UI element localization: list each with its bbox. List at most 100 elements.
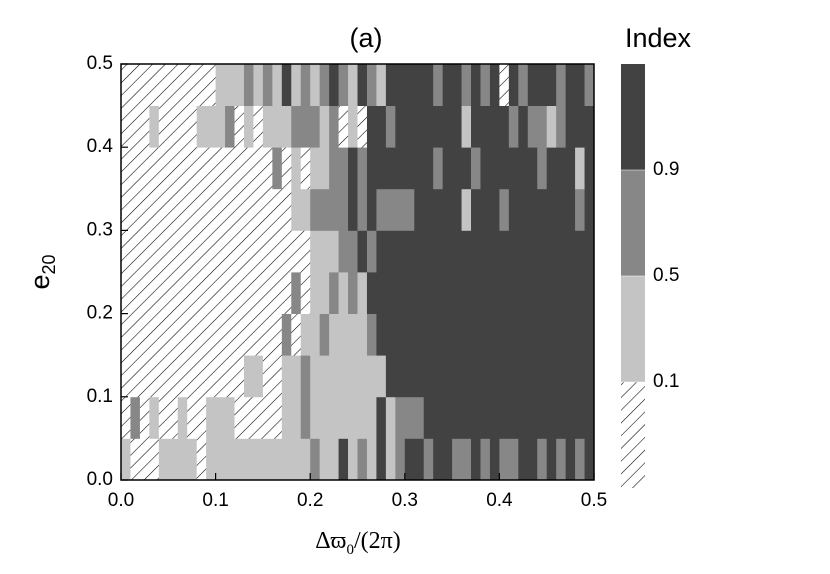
heatmap-cell bbox=[546, 105, 557, 148]
heatmap-cell bbox=[319, 64, 330, 106]
heatmap-cell bbox=[272, 188, 283, 231]
heatmap-cell bbox=[546, 355, 557, 398]
heatmap-cell bbox=[452, 355, 462, 398]
heatmap-cell bbox=[139, 188, 150, 231]
heatmap-cell bbox=[225, 438, 235, 481]
heatmap-cell bbox=[121, 147, 131, 190]
heatmap-cell bbox=[348, 355, 358, 398]
heatmap-cell bbox=[499, 105, 510, 148]
heatmap-cell bbox=[508, 105, 519, 148]
heatmap-cell bbox=[527, 438, 538, 481]
heatmap-cell bbox=[414, 272, 425, 314]
heatmap-cell bbox=[234, 64, 245, 106]
heatmap-cell bbox=[518, 313, 529, 356]
heatmap-cell bbox=[556, 438, 567, 481]
heatmap-cell bbox=[556, 313, 567, 356]
heatmap-cell bbox=[366, 313, 377, 356]
heatmap-cell bbox=[338, 188, 349, 231]
heatmap-cell bbox=[291, 313, 302, 356]
heatmap-cell bbox=[158, 313, 169, 356]
heatmap-cell bbox=[215, 147, 226, 190]
heatmap-cell bbox=[508, 147, 519, 190]
heatmap-cell bbox=[489, 438, 500, 481]
heatmap-cell bbox=[338, 272, 349, 314]
heatmap-cell bbox=[518, 355, 529, 398]
heatmap-cell bbox=[272, 64, 283, 106]
heatmap-cell bbox=[404, 230, 415, 273]
colorbar-tick-label: 0.9 bbox=[653, 159, 679, 180]
heatmap-cell bbox=[121, 438, 131, 481]
heatmap-cell bbox=[414, 396, 425, 439]
heatmap-cell bbox=[329, 105, 339, 148]
heatmap-cell bbox=[471, 272, 481, 314]
x-tick-label: 0.2 bbox=[297, 490, 323, 511]
heatmap-cell bbox=[291, 230, 302, 273]
colorbar-segment bbox=[621, 276, 645, 382]
heatmap-cell bbox=[338, 438, 349, 481]
heatmap-cell bbox=[508, 272, 519, 314]
heatmap-cell bbox=[300, 438, 311, 481]
heatmap-cell bbox=[556, 272, 567, 314]
heatmap-cell bbox=[366, 64, 377, 106]
heatmap-cell bbox=[357, 355, 368, 398]
heatmap-cell bbox=[584, 272, 595, 314]
heatmap-cell bbox=[243, 230, 254, 273]
heatmap-cell bbox=[253, 64, 264, 106]
heatmap-cell bbox=[565, 438, 576, 481]
heatmap-cell bbox=[348, 188, 358, 231]
heatmap-cell bbox=[187, 313, 198, 356]
heatmap-cell bbox=[395, 230, 406, 273]
heatmap-cell bbox=[310, 188, 321, 231]
heatmap-cell bbox=[329, 64, 339, 106]
heatmap-cell bbox=[357, 438, 368, 481]
heatmap-cell bbox=[518, 64, 529, 106]
heatmap-cell bbox=[575, 396, 585, 439]
heatmap-cell bbox=[499, 188, 510, 231]
heatmap-cell bbox=[329, 313, 339, 356]
heatmap-cell bbox=[480, 147, 491, 190]
heatmap-cell bbox=[575, 230, 585, 273]
heatmap-cell bbox=[158, 105, 169, 148]
heatmap-cell bbox=[366, 272, 377, 314]
heatmap-cell bbox=[423, 188, 434, 231]
colorbar-tick-label: 0.5 bbox=[653, 265, 679, 286]
heatmap-cell bbox=[442, 147, 453, 190]
heatmap-cell bbox=[215, 313, 226, 356]
heatmap-cell bbox=[196, 438, 207, 481]
heatmap-cell bbox=[149, 438, 160, 481]
heatmap-cell bbox=[452, 147, 462, 190]
chart-title: (a) bbox=[350, 23, 383, 53]
heatmap-cell bbox=[139, 438, 150, 481]
heatmap-cell bbox=[121, 230, 131, 273]
heatmap-cell bbox=[527, 355, 538, 398]
heatmap-cell bbox=[177, 272, 188, 314]
heatmap-cell bbox=[546, 313, 557, 356]
y-tick-label: 0.1 bbox=[87, 386, 113, 407]
heatmap-cell bbox=[575, 313, 585, 356]
heatmap-cell bbox=[348, 396, 358, 439]
heatmap-cell bbox=[177, 64, 188, 106]
heatmap-cell bbox=[471, 147, 481, 190]
heatmap-cell bbox=[348, 438, 358, 481]
x-label-sub: 0 bbox=[346, 542, 354, 558]
heatmap-cell bbox=[215, 188, 226, 231]
heatmap-cell bbox=[281, 272, 292, 314]
heatmap-cell bbox=[471, 105, 481, 148]
heatmap-cell bbox=[480, 396, 491, 439]
x-tick-label: 0.0 bbox=[108, 490, 134, 511]
heatmap-cell bbox=[499, 438, 510, 481]
heatmap-cell bbox=[300, 313, 311, 356]
colorbar-title: Index bbox=[625, 23, 692, 53]
x-tick-label: 0.5 bbox=[581, 490, 607, 511]
heatmap-cell bbox=[121, 64, 131, 106]
heatmap-cell bbox=[527, 64, 538, 106]
heatmap-cell bbox=[461, 313, 472, 356]
heatmap-cell bbox=[423, 64, 434, 106]
heatmap-cell bbox=[433, 396, 444, 439]
heatmap-cell bbox=[206, 105, 216, 148]
heatmap-cell bbox=[319, 188, 330, 231]
heatmap-cell bbox=[404, 313, 415, 356]
heatmap-cell bbox=[168, 64, 179, 106]
heatmap-cell bbox=[243, 64, 254, 106]
